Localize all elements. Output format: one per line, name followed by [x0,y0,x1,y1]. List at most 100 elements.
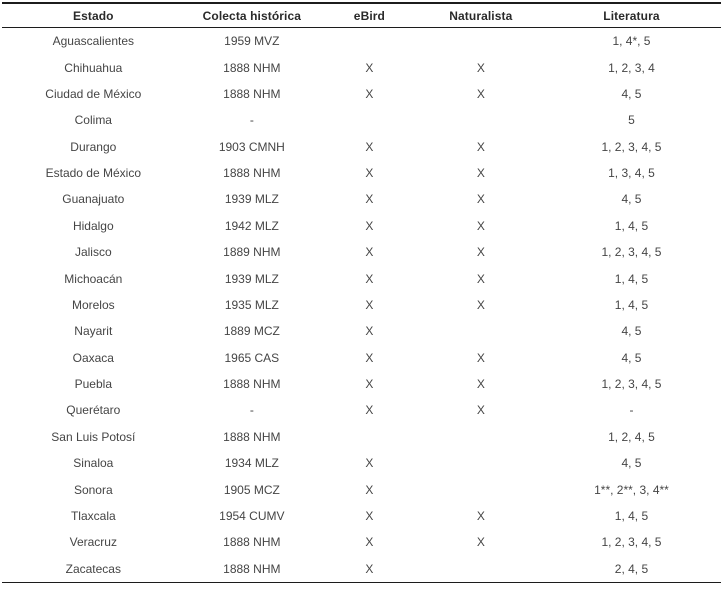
cell-naturalista: X [476,271,485,286]
cell-colecta: 1888 NHM [223,561,281,576]
cell-ebird: X [365,60,374,75]
cell-naturalista [420,28,542,55]
cell-estado: Aguascalientes [52,34,134,49]
cell-naturalista: X [476,297,485,312]
cell-colecta: 1888 NHM [223,377,281,392]
cell-colecta: 1888 NHM [223,86,281,101]
table-row: Tlaxcala 1954 CUMV X X 1, 4, 5 [2,503,721,529]
cell-literatura: 5 [628,113,635,128]
cell-colecta: 1905 MCZ [223,482,280,497]
cell-estado: Estado de México [45,166,141,181]
table-row: Querétaro - X X - [2,397,721,423]
column-header-ebird: eBird [319,3,420,28]
cell-naturalista: X [476,245,485,260]
cell-colecta: 1889 MCZ [223,324,280,339]
cell-colecta: 1888 NHM [223,535,281,550]
cell-literatura: 4, 5 [621,350,642,365]
cell-literatura: 1, 4, 5 [614,218,649,233]
cell-estado: Colima [74,113,112,128]
table-row: Veracruz 1888 NHM X X 1, 2, 3, 4, 5 [2,529,721,555]
table-row: Morelos 1935 MLZ X X 1, 4, 5 [2,292,721,318]
cell-ebird: X [365,403,374,418]
cell-ebird [319,28,420,55]
cell-colecta: 1942 MLZ [224,218,279,233]
cell-literatura: - [629,403,634,418]
column-header-literatura: Literatura [541,3,721,28]
cell-naturalista: X [476,508,485,523]
table-row: Zacatecas 1888 NHM X 2, 4, 5 [2,556,721,583]
cell-ebird: X [365,324,374,339]
cell-estado: Veracruz [69,535,117,550]
table-header: Estado Colecta histórica eBird Naturalis… [2,3,721,28]
table-row: Nayarit 1889 MCZ X 4, 5 [2,318,721,344]
cell-naturalista: X [476,86,485,101]
table-row: Sonora 1905 MCZ X 1**, 2**, 3, 4** [2,476,721,502]
cell-estado: Guanajuato [62,192,125,207]
cell-naturalista: X [476,377,485,392]
cell-colecta: 1888 NHM [223,429,281,444]
cell-literatura: 1, 2, 3, 4 [608,60,655,75]
cell-estado: Querétaro [66,403,121,418]
cell-ebird: X [365,245,374,260]
cell-naturalista [420,476,542,502]
cell-literatura: 1, 2, 4, 5 [608,429,655,444]
column-header-colecta: Colecta histórica [184,3,320,28]
cell-naturalista: X [476,60,485,75]
table-row: Michoacán 1939 MLZ X X 1, 4, 5 [2,265,721,291]
cell-colecta: 1939 MLZ [224,192,279,207]
cell-estado: Morelos [71,297,115,312]
cell-colecta: 1934 MLZ [224,456,279,471]
cell-literatura: 4, 5 [621,86,642,101]
cell-literatura: 4, 5 [621,456,642,471]
cell-colecta: 1965 CAS [224,350,280,365]
table-row: Puebla 1888 NHM X X 1, 2, 3, 4, 5 [2,371,721,397]
table-row: Aguascalientes 1959 MVZ 1, 4*, 5 [2,28,721,55]
cell-literatura: 1, 4, 5 [614,297,649,312]
cell-estado: Jalisco [74,245,112,260]
cell-naturalista: X [476,403,485,418]
cell-literatura: 4, 5 [621,324,642,339]
column-header-estado: Estado [2,3,185,28]
table-body: Aguascalientes 1959 MVZ 1, 4*, 5 Chihuahua 1… [2,28,721,583]
cell-naturalista [420,450,542,476]
table-row: Oaxaca 1965 CAS X X 4, 5 [2,345,721,371]
cell-naturalista [420,424,542,450]
table-row: San Luis Potosí 1888 NHM 1, 2, 4, 5 [2,424,721,450]
cell-estado: Sonora [73,482,113,497]
column-header-naturalista: Naturalista [419,3,542,28]
table-row: Durango 1903 CMNH X X 1, 2, 3, 4, 5 [2,134,721,160]
cell-estado: Zacatecas [65,561,121,576]
cell-colecta: 1889 NHM [223,245,281,260]
cell-ebird: X [365,297,374,312]
table-row: Jalisco 1889 NHM X X 1, 2, 3, 4, 5 [2,239,721,265]
cell-colecta: 1954 CUMV [219,508,285,523]
cell-ebird: X [365,535,374,550]
cell-naturalista: X [476,166,485,181]
cell-estado: Ciudad de México [45,86,142,101]
table-row: Hidalgo 1942 MLZ X X 1, 4, 5 [2,213,721,239]
cell-naturalista: X [476,139,485,154]
cell-literatura: 1, 3, 4, 5 [608,166,655,181]
cell-literatura: 1, 2, 3, 4, 5 [601,139,662,154]
cell-ebird: X [365,377,374,392]
cell-ebird: X [365,561,374,576]
header-row: Estado Colecta histórica eBird Naturalis… [2,3,721,28]
cell-literatura: 1, 4*, 5 [612,34,651,49]
cell-colecta: - [249,113,254,128]
table-row: Colima - 5 [2,107,721,133]
cell-ebird: X [365,218,374,233]
table-row: Estado de México 1888 NHM X X 1, 3, 4, 5 [2,160,721,186]
cell-ebird: X [365,86,374,101]
cell-estado: Durango [70,139,117,154]
cell-ebird [319,424,420,450]
table-row: Ciudad de México 1888 NHM X X 4, 5 [2,81,721,107]
cell-ebird: X [365,271,374,286]
cell-literatura: 2, 4, 5 [614,561,649,576]
cell-ebird: X [365,166,374,181]
cell-literatura: 4, 5 [621,192,642,207]
table-row: Guanajuato 1939 MLZ X X 4, 5 [2,186,721,212]
cell-colecta: 1888 NHM [223,166,281,181]
cell-ebird: X [365,192,374,207]
